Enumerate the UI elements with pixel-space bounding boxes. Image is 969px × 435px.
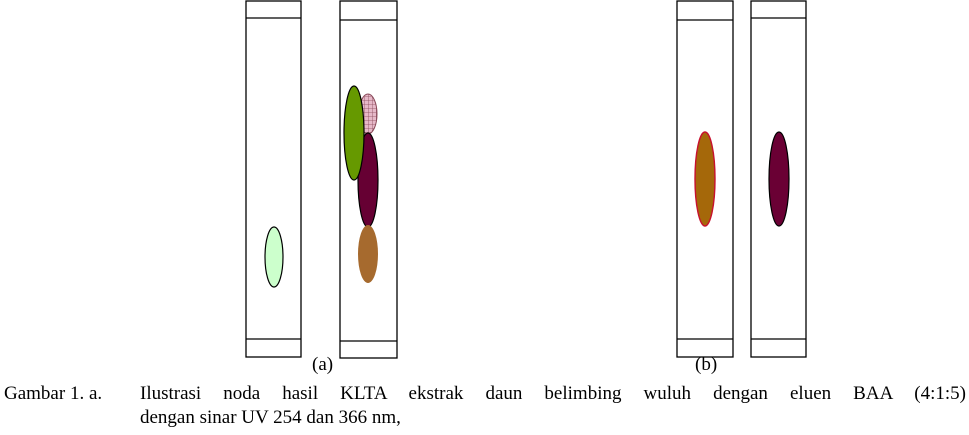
- spot-orange-brown: [694, 131, 716, 227]
- caption-line-2: dengan sinar UV 254 dan 366 nm,: [140, 407, 401, 428]
- panel-label-b: (b): [695, 354, 718, 375]
- spot-olive-green: [343, 85, 365, 181]
- tlc-plate-a2: [339, 0, 398, 359]
- caption-row-2: dengan sinar UV 254 dan 366 nm,: [4, 406, 966, 430]
- tlc-plates-figure: [245, 0, 807, 359]
- spot-light-green: [264, 226, 284, 288]
- panel-label-a: (a): [312, 354, 334, 375]
- caption-indent: [4, 406, 140, 430]
- caption-prefix: Gambar 1. a.: [4, 383, 103, 404]
- tlc-plate-b1: [676, 0, 734, 358]
- spot-brown: [358, 225, 378, 283]
- figure-caption: Gambar 1. a. Ilustrasi noda hasil KLTA e…: [4, 382, 966, 430]
- caption-line-1: Ilustrasi noda hasil KLTA ekstrak daun b…: [140, 383, 966, 404]
- tlc-plate-a1: [245, 0, 302, 358]
- tlc-plate-b2: [750, 0, 807, 358]
- caption-row-1: Gambar 1. a. Ilustrasi noda hasil KLTA e…: [4, 382, 966, 406]
- spot-dark-maroon: [768, 131, 790, 227]
